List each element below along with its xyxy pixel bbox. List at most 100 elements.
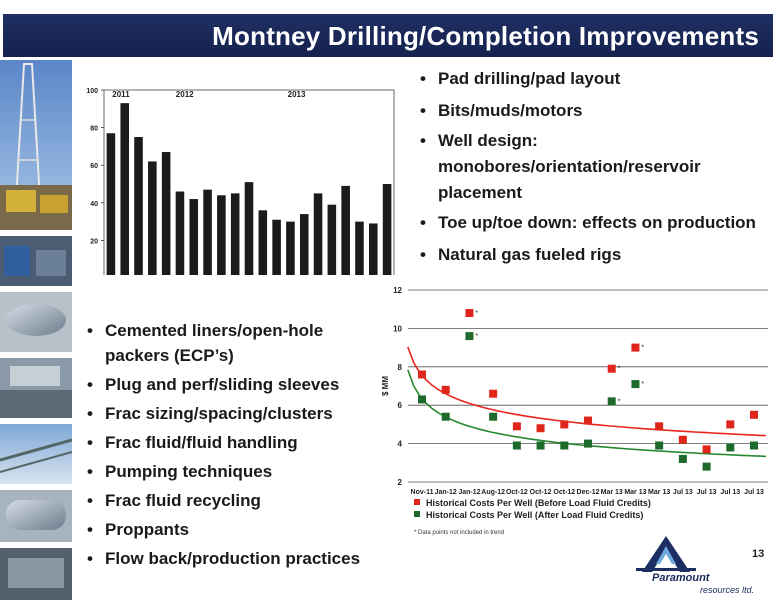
x-tick-label: Nov-11 xyxy=(411,489,434,496)
bar xyxy=(120,103,129,275)
year-label: 2013 xyxy=(288,90,306,99)
photo-strip xyxy=(0,60,72,600)
x-tick-label: Oct-12 xyxy=(506,489,528,496)
year-label: 2011 xyxy=(112,90,130,99)
data-point xyxy=(655,441,664,450)
data-point xyxy=(560,420,569,429)
bullet-item: Pad drilling/pad layout xyxy=(420,64,770,94)
legend-swatch xyxy=(414,499,420,505)
x-tick-label: Jul 13 xyxy=(697,489,717,496)
y-axis-label: $ MM xyxy=(381,376,390,396)
x-tick-label: Oct-12 xyxy=(553,489,575,496)
year-label: 2012 xyxy=(176,90,194,99)
bullet-item: Pumping techniques xyxy=(87,459,377,484)
bar xyxy=(258,210,268,275)
x-tick-label: Mar 13 xyxy=(601,489,623,496)
bar xyxy=(313,193,323,275)
bullet-item: Proppants xyxy=(87,517,377,542)
y-tick-label: 6 xyxy=(398,401,403,410)
page-number: 13 xyxy=(752,548,765,560)
x-tick-label: Dec-12 xyxy=(577,489,600,496)
data-point xyxy=(441,385,450,394)
data-point xyxy=(584,416,592,425)
bullet-item: Flow back/production practices xyxy=(87,546,377,571)
drilling-improvements-list: Pad drilling/pad layout Bits/muds/motors… xyxy=(420,64,770,272)
bullet-item: Frac sizing/spacing/clusters xyxy=(87,401,377,426)
x-tick-label: Jul 13 xyxy=(744,489,764,496)
bullet-item: Natural gas fueled rigs xyxy=(420,240,770,270)
y-tick-label: 2 xyxy=(398,478,403,487)
compressor-photo xyxy=(0,548,72,600)
bar xyxy=(286,221,295,275)
data-point xyxy=(655,422,664,431)
data-point xyxy=(750,441,758,450)
bar xyxy=(134,137,143,275)
data-point xyxy=(536,441,545,450)
bar xyxy=(217,195,226,275)
data-point xyxy=(465,332,474,341)
paramount-logo xyxy=(636,536,696,572)
data-point xyxy=(678,435,687,444)
bar xyxy=(148,161,157,275)
bullet-item: Plug and perf/sliding sleeves xyxy=(87,372,377,397)
x-tick-label: Oct-12 xyxy=(530,489,552,496)
title-bar: Montney Drilling/Completion Improvements xyxy=(3,14,773,57)
frac-tank-photo xyxy=(0,490,72,542)
x-tick-label: Jul 13 xyxy=(673,489,693,496)
completion-improvements-list: Cemented liners/open-hole packers (ECP’s… xyxy=(87,318,377,575)
bar xyxy=(299,214,309,275)
y-tick-label: 10 xyxy=(393,324,402,333)
y-tick-label: 100 xyxy=(86,88,98,95)
legend-swatch xyxy=(414,511,420,517)
data-point xyxy=(418,395,426,404)
data-point xyxy=(489,412,498,421)
rig-photo xyxy=(0,60,72,230)
excluded-marker: * xyxy=(475,310,478,317)
y-tick-label: 40 xyxy=(90,201,98,208)
drilling-days-bar-chart: 0204060801009-141-3516-2802/9-3113-1602/… xyxy=(86,88,395,275)
data-point xyxy=(560,441,569,450)
data-point xyxy=(584,439,592,448)
bar xyxy=(230,193,240,275)
tank-photo xyxy=(0,292,72,352)
data-point xyxy=(726,420,735,429)
legend-label: Historical Costs Per Well (Before Load F… xyxy=(426,498,651,508)
data-point xyxy=(489,389,498,398)
pipeline-photo xyxy=(0,424,72,484)
pump-photo xyxy=(0,236,72,286)
bar xyxy=(369,223,378,275)
page-title: Montney Drilling/Completion Improvements xyxy=(212,21,759,51)
excluded-marker: * xyxy=(475,333,478,340)
equipment-photo xyxy=(0,358,72,418)
data-point xyxy=(631,380,640,389)
bullet-item: Bits/muds/motors xyxy=(420,96,770,126)
bar xyxy=(203,189,212,275)
y-tick-label: 8 xyxy=(398,363,403,372)
data-point xyxy=(512,422,521,431)
y-tick-label: 4 xyxy=(398,440,403,449)
y-tick-label: 12 xyxy=(393,286,402,295)
data-point xyxy=(418,370,426,379)
data-point xyxy=(607,364,616,373)
x-tick-label: Jan-12 xyxy=(435,489,457,496)
data-point xyxy=(536,424,545,433)
bullet-item: Frac fluid recycling xyxy=(87,488,377,513)
y-tick-label: 60 xyxy=(90,163,98,170)
data-point xyxy=(702,445,711,454)
bar xyxy=(382,184,392,275)
bullet-item: Frac fluid/fluid handling xyxy=(87,430,377,455)
bar xyxy=(189,199,199,275)
x-tick-label: Jul 13 xyxy=(720,489,740,496)
bar xyxy=(244,182,254,275)
bar xyxy=(161,152,171,275)
data-point xyxy=(441,412,450,421)
data-point xyxy=(726,443,735,452)
data-point xyxy=(678,454,687,463)
logo-name: Paramount xyxy=(652,572,710,584)
x-tick-label: Jan-12 xyxy=(458,489,480,496)
data-point xyxy=(702,462,711,471)
bar xyxy=(355,221,364,275)
x-tick-label: Aug-12 xyxy=(481,489,505,496)
logo-subtitle: resources ltd. xyxy=(700,585,755,595)
bullet-item: Well design: monobores/orientation/reser… xyxy=(420,128,770,206)
